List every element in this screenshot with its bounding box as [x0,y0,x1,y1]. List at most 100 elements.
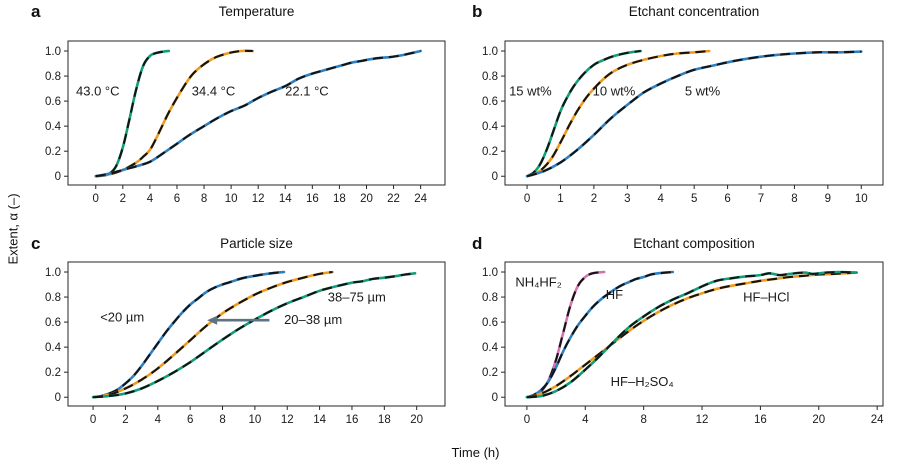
series-label-15-wt: 15 wt% [509,84,552,99]
x-tick-label: 6 [174,193,180,205]
panel-d-plot: 0 4 8 12 16 20 24 0 0.2 0.4 0.6 0.8 1.0 NH₄HF₂ HF HF–HC… [482,261,884,426]
fit-curve-34-4-c [95,49,253,178]
series-label-5-wt: 5 wt% [685,84,721,99]
series-label-10-wt: 10 wt% [593,84,636,99]
x-tick-label: 4 [147,193,154,205]
plot-box [67,40,446,186]
series-label-43-0-c: 43.0 °C [76,84,120,99]
panel-title-etchant-concentration: Etchant concentration [628,4,760,19]
x-tick-label: 18 [378,414,391,426]
y-tick-label: 1.0 [482,267,498,279]
x-tick-label: 12 [252,193,265,205]
y-tick-label: 0.2 [45,146,61,158]
y-tick-label: 0.6 [482,96,498,108]
y-tick-label: 0.2 [482,146,498,158]
y-tick-label: 1.0 [482,46,498,58]
series-label-20-38-m: 20–38 µm [284,312,342,327]
y-tick-label: 0.4 [45,342,62,354]
x-tick-label: 7 [758,193,764,205]
x-tick-label: 8 [640,414,646,426]
y-tick-label: 0 [55,171,61,183]
x-tick-label: 4 [155,414,162,426]
curve-5-wt [525,50,863,178]
x-tick-label: 4 [582,414,589,426]
y-tick-label: 0.6 [45,96,61,108]
x-tick-label: 22 [387,193,400,205]
x-tick-label: 6 [724,193,730,205]
x-tick-label: 20 [360,193,373,205]
y-tick-label: 0.8 [45,71,61,83]
x-tick-label: 10 [855,193,868,205]
y-tick-label: 0.2 [45,367,61,379]
x-tick-label: 2 [120,193,126,205]
y-tick-label: 0.4 [45,121,62,133]
fit-curve-15-wt [526,49,641,178]
x-tick-label: 20 [410,414,423,426]
annotation-arrow-head [207,315,218,325]
y-tick-label: 0 [492,392,498,404]
fit-curve-20-m [92,270,285,399]
x-tick-label: 0 [93,193,99,205]
panel-letter-c: c [31,234,41,253]
x-tick-label: 1 [557,193,563,205]
fit-curve-22-1-c [95,49,421,178]
series-label-34-4-c: 34.4 °C [192,84,236,99]
x-tick-label: 8 [219,414,225,426]
panel-title-temperature: Temperature [218,4,295,19]
x-tick-label: 16 [306,193,319,205]
panel-letter-a: a [31,2,41,21]
x-axis-label: Time (h) [451,445,500,460]
series-label-38-75-m: 38–75 µm [328,290,386,305]
x-tick-label: 0 [524,193,530,205]
curve-22-1-c [94,49,422,178]
x-tick-label: 2 [591,193,597,205]
series-label-22-1-c: 22.1 °C [285,84,329,99]
curve-20-38-m [91,270,334,399]
x-tick-label: 12 [696,414,709,426]
plot-box [504,40,884,186]
series-label-hf-h-so: HF–H₂SO₄ [611,374,674,389]
panel-letter-d: d [472,234,483,253]
y-tick-label: 0 [55,392,61,404]
x-tick-label: 14 [313,414,326,426]
y-tick-label: 1.0 [45,46,61,58]
plot-box [504,261,884,407]
fit-curve-20-38-m [92,270,333,399]
x-tick-label: 24 [414,193,427,205]
x-tick-label: 10 [225,193,238,205]
fit-curve-43-0-c [95,49,169,178]
y-tick-label: 0.2 [482,367,498,379]
x-tick-label: 6 [187,414,193,426]
y-tick-label: 0.6 [45,317,61,329]
x-tick-label: 0 [90,414,96,426]
x-tick-label: 20 [812,414,825,426]
x-tick-label: 8 [201,193,207,205]
series-label-nh-hf: NH₄HF₂ [515,275,561,290]
y-tick-label: 0.4 [482,121,499,133]
x-tick-label: 5 [691,193,697,205]
x-tick-label: 24 [871,414,884,426]
fit-curve-hf-hcl [526,270,857,399]
x-tick-label: 10 [248,414,261,426]
series-label-hf-hcl: HF–HCl [743,290,789,305]
y-tick-label: 0.8 [45,292,61,304]
y-tick-label: 1.0 [45,267,61,279]
panel-title-etchant-composition: Etchant composition [633,236,755,251]
panel-a-plot: 0 2 4 6 8 10 12 14 16 18 20 22 2400.20.40.60.81.043.… [45,40,446,205]
x-tick-label: 16 [754,414,767,426]
x-tick-label: 9 [825,193,831,205]
x-tick-label: 4 [658,193,665,205]
plot-box [67,261,446,407]
x-tick-label: 16 [346,414,359,426]
panel-b-plot: 0 1 2 3 4 5 6 7 8 9 10 0 0.2 0.4 0.6 0.8 1.0 15 wt% 10 wt%… [482,40,884,205]
panel-title-particle-size: Particle size [220,236,293,251]
x-tick-label: 2 [122,414,128,426]
series-label-20-m: <20 µm [100,310,144,325]
x-tick-label: 14 [279,193,292,205]
series-label-hf: HF [606,287,623,302]
curve-20-m [91,270,286,399]
curve-hf-h-so [525,271,857,399]
fit-curve-10-wt [526,49,710,178]
